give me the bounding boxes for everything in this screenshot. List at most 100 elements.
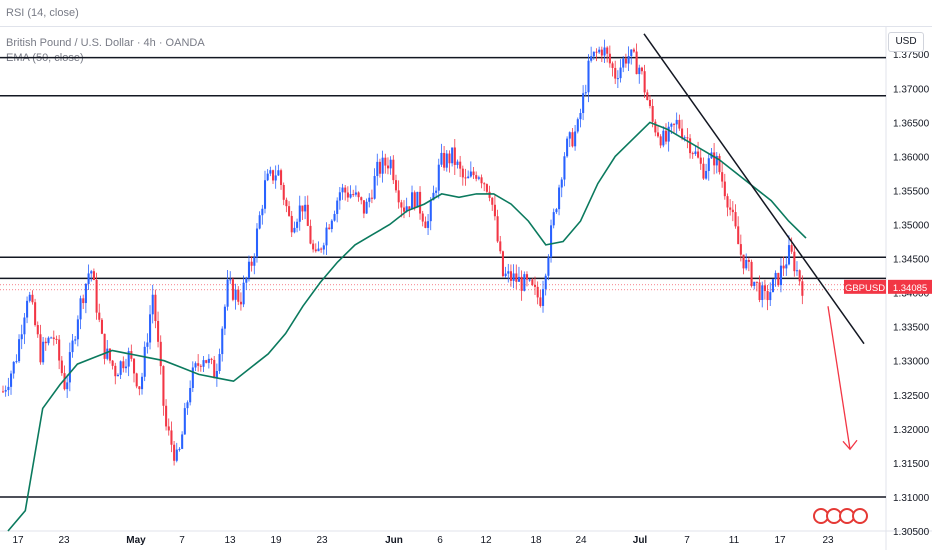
candle-body: [755, 281, 758, 283]
candle-body: [432, 192, 435, 201]
economic-events[interactable]: [813, 508, 868, 524]
candle-body: [523, 274, 526, 291]
candle-body: [576, 119, 579, 132]
x-tick-label: 19: [270, 535, 282, 546]
candle-body: [592, 51, 595, 57]
candle-body: [210, 358, 213, 360]
candle-body: [550, 225, 553, 258]
x-tick-label: 7: [179, 535, 185, 546]
candle-body: [376, 161, 379, 177]
candle-body: [261, 208, 264, 216]
candle-body: [66, 382, 69, 390]
candle-body: [362, 200, 365, 214]
candle-body: [622, 58, 625, 68]
x-tick-label: 12: [480, 535, 492, 546]
candle-body: [782, 265, 785, 269]
candle-body: [739, 244, 742, 255]
candle-body: [705, 170, 708, 179]
candle-body: [15, 361, 18, 363]
symbol-legend[interactable]: British Pound / U.S. Dollar · 4h · OANDA: [6, 37, 205, 49]
candle-body: [266, 173, 269, 181]
candle-body: [124, 366, 128, 369]
candle-body: [574, 131, 577, 147]
candle-body: [670, 123, 673, 127]
candle-body: [277, 170, 280, 176]
us-flag-icon[interactable]: [852, 508, 868, 524]
x-tick-label: 17: [774, 535, 786, 546]
candle-body: [507, 271, 510, 274]
candle-body: [437, 164, 440, 191]
candle-body: [103, 333, 106, 359]
candle-body: [729, 207, 732, 210]
candle-body: [108, 348, 112, 361]
candle-body: [681, 128, 684, 139]
candle-body: [389, 159, 392, 169]
candle-body: [280, 170, 283, 186]
candle-body: [678, 119, 681, 129]
candle-body: [183, 408, 186, 435]
candle-body: [560, 179, 563, 188]
x-tick-label: 17: [12, 535, 24, 546]
candle-body: [566, 138, 569, 157]
candle-body: [258, 215, 261, 229]
candle-body: [178, 448, 181, 450]
x-tick-label: 23: [316, 535, 328, 546]
candle-body: [731, 209, 734, 213]
candle-body: [747, 259, 750, 262]
candle-body: [328, 227, 331, 230]
candle-body: [467, 176, 470, 179]
candle-body: [771, 279, 774, 293]
candle-body: [547, 257, 550, 276]
candle-body: [761, 285, 764, 301]
candle-body: [26, 300, 29, 318]
candle-body: [440, 152, 443, 165]
candle-body: [424, 221, 427, 228]
candle-body: [100, 319, 103, 334]
candle-body: [419, 191, 422, 214]
candle-body: [753, 281, 756, 286]
candle-body: [344, 187, 347, 193]
candle-body: [10, 373, 13, 387]
candle-body: [341, 187, 344, 193]
candle-body: [381, 157, 384, 174]
candle-body: [247, 261, 251, 279]
candle-body: [469, 171, 472, 177]
ema-line: [7, 121, 807, 532]
candle-body: [234, 289, 237, 300]
candle-body: [384, 157, 387, 166]
candle-body: [394, 180, 398, 191]
candle-body: [659, 136, 662, 146]
candle-body: [750, 261, 753, 286]
candle-body: [795, 270, 799, 272]
candle-body: [360, 197, 363, 201]
candle-body: [4, 390, 7, 392]
candle-body: [477, 177, 480, 179]
candle-body: [721, 172, 724, 182]
candle-body: [798, 270, 801, 282]
candle-body: [239, 301, 242, 305]
currency-button[interactable]: USD: [888, 32, 924, 52]
candle-body: [365, 201, 368, 214]
candle-body: [84, 283, 87, 304]
candle-body: [245, 278, 248, 283]
x-tick-label: 23: [822, 535, 834, 546]
candle-body: [242, 282, 245, 305]
candle-body: [309, 225, 312, 244]
candle-body: [74, 339, 77, 341]
candle-body: [520, 276, 523, 291]
candle-body: [95, 279, 98, 313]
candle-body: [464, 177, 467, 179]
candle-body: [68, 352, 71, 383]
candle-body: [766, 291, 769, 301]
candle-body: [116, 374, 120, 377]
candle-body: [71, 340, 74, 353]
candle-body: [141, 376, 144, 390]
candle-body: [370, 197, 373, 199]
candle-body: [555, 209, 558, 213]
x-tick-label: 7: [684, 535, 690, 546]
candle-body: [528, 279, 531, 281]
candle-body: [253, 257, 256, 266]
x-tick-label: 24: [575, 535, 587, 546]
candle-body: [175, 449, 178, 461]
